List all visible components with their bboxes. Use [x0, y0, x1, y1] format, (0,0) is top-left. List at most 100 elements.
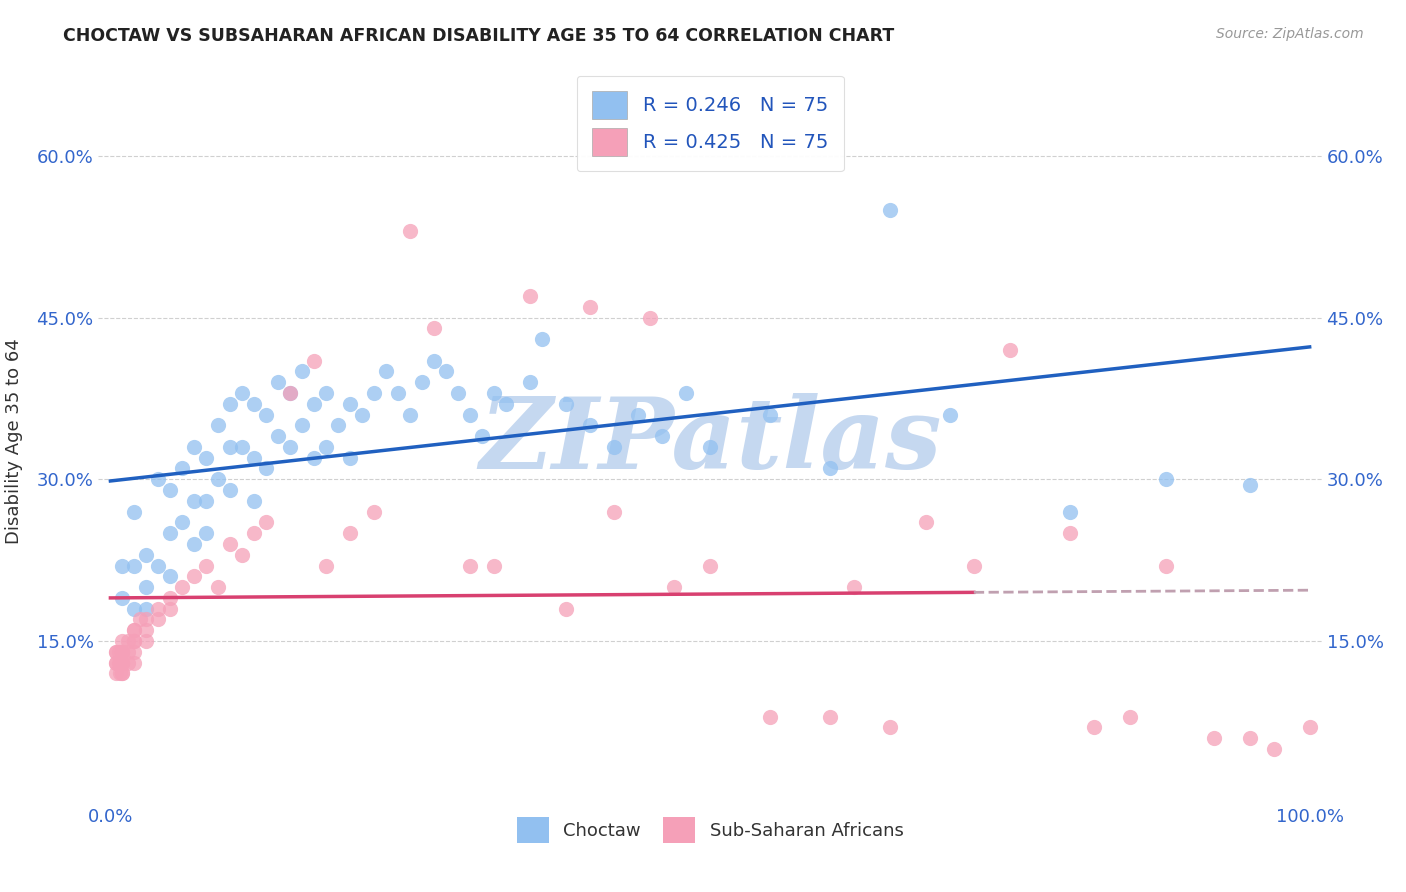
Point — [1059, 526, 1081, 541]
Point — [495, 397, 517, 411]
Point — [111, 558, 134, 573]
Point — [105, 656, 128, 670]
Point — [243, 450, 266, 465]
Point — [243, 493, 266, 508]
Point — [124, 558, 146, 573]
Point — [135, 624, 157, 638]
Point — [291, 364, 314, 378]
Point — [651, 429, 673, 443]
Point — [219, 440, 242, 454]
Point — [315, 440, 337, 454]
Point — [183, 537, 205, 551]
Point — [195, 526, 218, 541]
Point — [135, 548, 157, 562]
Point — [759, 408, 782, 422]
Point — [111, 645, 134, 659]
Point — [304, 353, 326, 368]
Point — [111, 656, 134, 670]
Point — [482, 558, 505, 573]
Point — [124, 505, 146, 519]
Point — [183, 440, 205, 454]
Point — [939, 408, 962, 422]
Point — [818, 461, 841, 475]
Point — [879, 202, 901, 217]
Point — [159, 591, 181, 605]
Point — [818, 709, 841, 723]
Point — [291, 418, 314, 433]
Point — [434, 364, 457, 378]
Point — [254, 408, 277, 422]
Legend: Choctaw, Sub-Saharan Africans: Choctaw, Sub-Saharan Africans — [508, 808, 912, 852]
Point — [699, 558, 721, 573]
Point — [148, 558, 170, 573]
Point — [124, 624, 146, 638]
Point — [159, 569, 181, 583]
Point — [105, 645, 128, 659]
Text: CHOCTAW VS SUBSAHARAN AFRICAN DISABILITY AGE 35 TO 64 CORRELATION CHART: CHOCTAW VS SUBSAHARAN AFRICAN DISABILITY… — [63, 27, 894, 45]
Point — [447, 386, 470, 401]
Point — [108, 656, 129, 670]
Point — [254, 461, 277, 475]
Point — [759, 709, 782, 723]
Point — [363, 505, 385, 519]
Point — [675, 386, 697, 401]
Point — [219, 397, 242, 411]
Point — [111, 656, 134, 670]
Point — [172, 580, 194, 594]
Point — [231, 440, 253, 454]
Point — [111, 645, 134, 659]
Point — [124, 645, 146, 659]
Point — [111, 656, 134, 670]
Point — [148, 601, 170, 615]
Point — [1263, 742, 1285, 756]
Point — [254, 516, 277, 530]
Point — [352, 408, 374, 422]
Point — [111, 656, 134, 670]
Point — [111, 666, 134, 681]
Point — [207, 580, 229, 594]
Point — [195, 493, 218, 508]
Point — [195, 450, 218, 465]
Y-axis label: Disability Age 35 to 64: Disability Age 35 to 64 — [4, 339, 22, 544]
Point — [579, 300, 602, 314]
Point — [148, 472, 170, 486]
Point — [339, 526, 361, 541]
Point — [471, 429, 494, 443]
Point — [219, 483, 242, 497]
Point — [111, 666, 134, 681]
Point — [1239, 731, 1261, 745]
Point — [135, 634, 157, 648]
Point — [842, 580, 865, 594]
Point — [124, 634, 146, 648]
Point — [278, 440, 301, 454]
Point — [519, 289, 541, 303]
Point — [159, 483, 181, 497]
Point — [638, 310, 661, 325]
Point — [105, 645, 128, 659]
Point — [531, 332, 554, 346]
Point — [603, 505, 626, 519]
Point — [423, 321, 446, 335]
Point — [108, 666, 131, 681]
Point — [183, 493, 205, 508]
Point — [117, 656, 139, 670]
Point — [207, 418, 229, 433]
Point — [117, 634, 139, 648]
Point — [135, 612, 157, 626]
Text: Source: ZipAtlas.com: Source: ZipAtlas.com — [1216, 27, 1364, 41]
Point — [267, 429, 290, 443]
Point — [627, 408, 650, 422]
Point — [1202, 731, 1225, 745]
Point — [124, 656, 146, 670]
Point — [159, 601, 181, 615]
Point — [699, 440, 721, 454]
Point — [375, 364, 398, 378]
Point — [998, 343, 1021, 357]
Point — [879, 720, 901, 734]
Point — [243, 526, 266, 541]
Point — [117, 645, 139, 659]
Point — [111, 634, 134, 648]
Point — [519, 376, 541, 390]
Point — [159, 526, 181, 541]
Point — [458, 558, 481, 573]
